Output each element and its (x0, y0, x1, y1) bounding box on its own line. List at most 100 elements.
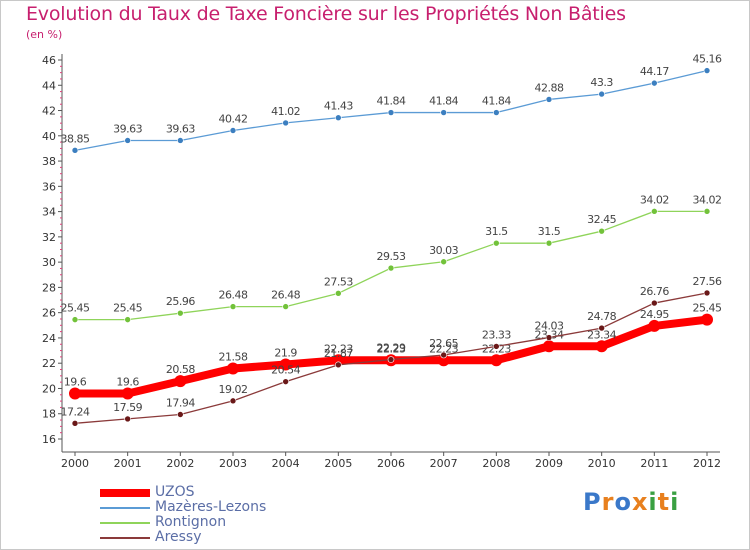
data-point (703, 208, 711, 215)
y-tick-label: 38 (42, 155, 56, 168)
data-point (177, 411, 184, 418)
data-point (703, 289, 711, 297)
data-label: 19.6 (116, 376, 139, 389)
data-point (335, 361, 342, 369)
data-point (282, 119, 289, 127)
data-point (543, 340, 555, 353)
data-point (229, 303, 237, 310)
legend: UZOS Mazères-Lezons Rontignon Aressy (100, 484, 360, 545)
data-label: 19.6 (64, 376, 87, 389)
y-tick-label: 26 (42, 307, 56, 320)
legend-label: Aressy (155, 529, 202, 545)
data-label: 27.56 (693, 275, 722, 288)
x-tick-label: 2002 (166, 457, 194, 470)
data-label: 41.02 (271, 105, 300, 118)
logo-letter: P (583, 488, 602, 516)
y-tick-label: 28 (42, 281, 56, 294)
data-point (69, 387, 81, 400)
data-label: 24.03 (535, 320, 564, 333)
data-label: 23.34 (587, 328, 616, 341)
unit-label: (en %) (26, 28, 63, 41)
y-tick-label: 32 (42, 231, 56, 244)
data-label: 31.5 (538, 225, 561, 238)
data-label: 30.03 (429, 244, 458, 257)
y-tick-label: 42 (42, 105, 56, 118)
data-point (335, 290, 342, 297)
data-label: 25.45 (693, 302, 722, 315)
chart-title: Evolution du Taux de Taxe Foncière sur l… (26, 3, 626, 25)
data-label: 44.17 (640, 65, 669, 78)
data-label: 22.29 (377, 342, 406, 355)
data-point (335, 114, 342, 122)
data-label: 39.63 (166, 122, 195, 135)
data-point (545, 96, 553, 103)
data-point (440, 258, 447, 266)
data-label: 45.16 (693, 53, 722, 66)
y-tick-label: 24 (42, 332, 56, 345)
data-point (279, 358, 292, 371)
data-point (648, 319, 661, 332)
data-point (124, 316, 131, 323)
data-label: 21.58 (219, 351, 248, 364)
x-tick-label: 2010 (588, 457, 616, 470)
legend-label: UZOS (155, 484, 195, 500)
x-tick-label: 2008 (482, 457, 510, 470)
logo-letter: o (614, 488, 632, 516)
data-point (387, 109, 395, 116)
data-point (701, 313, 713, 326)
x-tick-label: 2005 (324, 457, 352, 470)
data-point (177, 309, 184, 317)
data-label: 21.9 (274, 346, 297, 359)
data-label: 26.48 (219, 289, 248, 302)
data-point (493, 239, 500, 247)
data-point (651, 299, 658, 307)
y-tick-label: 44 (42, 79, 56, 92)
y-tick-label: 34 (42, 206, 56, 219)
x-tick-label: 2007 (430, 457, 458, 470)
data-label: 22.23 (429, 342, 458, 355)
data-point (282, 378, 289, 385)
data-label: 24.78 (587, 310, 616, 323)
data-point (437, 354, 450, 367)
data-label: 24.95 (640, 308, 669, 321)
data-point (545, 239, 553, 247)
data-label: 41.43 (324, 100, 353, 113)
data-point (440, 351, 447, 359)
data-point (71, 316, 79, 323)
legend-label: Rontignon (155, 514, 227, 530)
data-label: 42.88 (535, 81, 564, 94)
x-tick-label: 2012 (693, 457, 721, 470)
data-label: 38.85 (61, 132, 90, 145)
data-label: 26.76 (640, 285, 669, 298)
data-label: 20.58 (166, 363, 195, 376)
x-tick-label: 2001 (114, 457, 142, 470)
data-point (121, 387, 134, 400)
data-point (651, 79, 658, 87)
data-label: 25.45 (113, 302, 142, 315)
data-point (440, 109, 447, 116)
logo-letter: x (631, 488, 649, 516)
data-label: 17.59 (113, 401, 142, 414)
legend-swatch (100, 507, 150, 509)
logo-letter: i (648, 488, 658, 516)
data-point (227, 362, 239, 375)
data-label: 19.02 (219, 383, 248, 396)
data-label: 43.3 (590, 76, 613, 89)
legend-item: UZOS (100, 484, 360, 500)
data-label: 41.84 (482, 95, 511, 108)
data-point (124, 415, 131, 423)
data-label: 41.84 (377, 95, 406, 108)
x-tick-label: 2009 (535, 457, 563, 470)
data-point (124, 137, 131, 144)
data-label: 31.5 (485, 225, 508, 238)
data-point (598, 324, 605, 332)
data-label: 29.53 (377, 250, 406, 263)
y-tick-label: 46 (42, 54, 56, 67)
y-tick-label: 36 (42, 180, 56, 193)
data-label: 39.63 (113, 122, 142, 135)
data-label: 26.48 (271, 289, 300, 302)
x-tick-label: 2011 (640, 457, 668, 470)
data-label: 22.65 (429, 337, 458, 350)
data-point (703, 67, 711, 74)
